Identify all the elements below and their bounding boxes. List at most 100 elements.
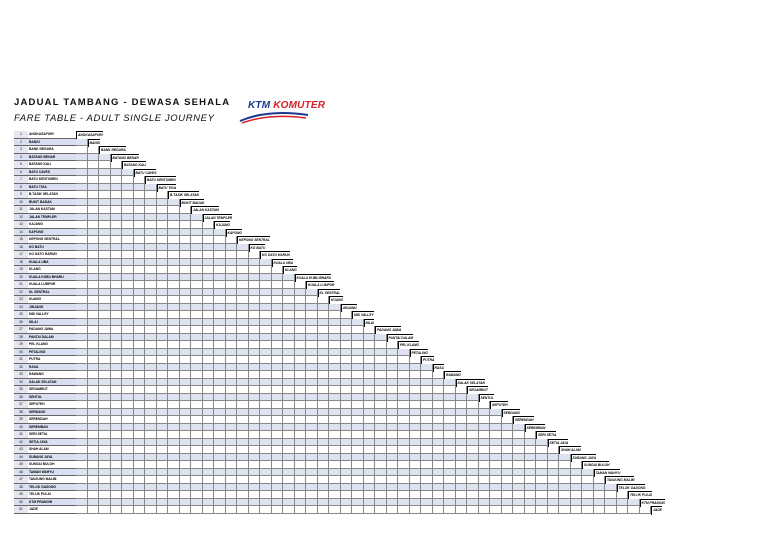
row-number: 47 [14, 476, 28, 484]
fare-cell [421, 416, 433, 424]
fare-cell [202, 461, 214, 469]
fare-cell [133, 191, 145, 199]
station-name: BATU TIGA [28, 183, 76, 191]
fare-cell [179, 476, 191, 484]
fare-cell [237, 491, 249, 499]
fare-cell [455, 423, 467, 431]
fare-cell [76, 243, 88, 251]
fare-cell [225, 491, 237, 499]
fare-cell [110, 348, 122, 356]
fare-cell [202, 386, 214, 394]
fare-cell [283, 438, 295, 446]
fare-cell [559, 453, 571, 461]
fare-cell [271, 341, 283, 349]
fare-cell [133, 281, 145, 289]
fare-cell [202, 453, 214, 461]
fare-cell [271, 371, 283, 379]
fare-cell [179, 491, 191, 499]
fare-cell [237, 431, 249, 439]
fare-cell [260, 506, 272, 514]
fare-cell [386, 483, 398, 491]
fare-cell [76, 138, 88, 146]
fare-cell [99, 281, 111, 289]
fare-cell [271, 483, 283, 491]
fare-cell [191, 213, 203, 221]
fare-cell [317, 453, 329, 461]
fare-cell [271, 288, 283, 296]
fare-cell [202, 236, 214, 244]
fare-cell [490, 446, 502, 454]
fare-cell [214, 243, 226, 251]
fare-cell [352, 363, 364, 371]
fare-cell [386, 468, 398, 476]
fare-cell [237, 438, 249, 446]
fare-cell [306, 378, 318, 386]
fare-cell [110, 183, 122, 191]
fare-cell [214, 318, 226, 326]
fare-cell [271, 468, 283, 476]
fare-cell [99, 401, 111, 409]
fare-cell [363, 461, 375, 469]
fare-cell [133, 393, 145, 401]
fare-cell [145, 356, 157, 364]
fare-cell [99, 341, 111, 349]
fare-cell [513, 483, 525, 491]
fare-cell [87, 506, 99, 514]
fare-cell [432, 423, 444, 431]
fare-cell [156, 333, 168, 341]
fare-cell [76, 198, 88, 206]
fare-cell [363, 333, 375, 341]
fare-cell [133, 453, 145, 461]
fare-cell [444, 468, 456, 476]
fare-cell [283, 281, 295, 289]
fare-cell [225, 243, 237, 251]
fare-cell [386, 363, 398, 371]
fare-cell [76, 311, 88, 319]
fare-cell [145, 273, 157, 281]
station-name: JINJANG [28, 303, 76, 311]
diagonal-station-label: B.TASIK SELATAN [168, 191, 199, 200]
fare-cell [99, 161, 111, 169]
fare-cell [283, 453, 295, 461]
fare-cell [294, 483, 306, 491]
row-number: 9 [14, 191, 28, 199]
fare-cell [352, 356, 364, 364]
station-name: TELOK GADONG [28, 483, 76, 491]
fare-cell [363, 431, 375, 439]
fare-cell [76, 378, 88, 386]
diagonal-station-label: SETIA JAYA [547, 438, 569, 447]
fare-cell [168, 446, 180, 454]
fare-cell [168, 491, 180, 499]
fare-cell [214, 266, 226, 274]
fare-cell [467, 438, 479, 446]
fare-cell [76, 476, 88, 484]
fare-cell [271, 506, 283, 514]
row-number: 16 [14, 243, 28, 251]
fare-cell [260, 453, 272, 461]
fare-cell [398, 386, 410, 394]
diagonal-station-label: SUBANG JAYA [570, 453, 597, 462]
fare-cell [398, 476, 410, 484]
diagonal-station-label: KG DATO HARUN [260, 251, 290, 260]
fare-cell [168, 348, 180, 356]
fare-cell [306, 401, 318, 409]
row-number: 21 [14, 281, 28, 289]
fare-cell [237, 393, 249, 401]
fare-cell [260, 303, 272, 311]
fare-cell [145, 228, 157, 236]
fare-cell [352, 401, 364, 409]
fare-cell [582, 506, 594, 514]
fare-cell [156, 206, 168, 214]
diagonal-station-label: BATANG BENAR [110, 153, 139, 162]
fare-cell [628, 506, 640, 514]
fare-cell [432, 431, 444, 439]
fare-cell [225, 378, 237, 386]
fare-cell [306, 348, 318, 356]
fare-cell [386, 393, 398, 401]
fare-cell [168, 416, 180, 424]
fare-cell [432, 446, 444, 454]
fare-cell [409, 356, 421, 364]
station-name: KG DATO HARUN [28, 251, 76, 259]
fare-cell [570, 498, 582, 506]
fare-cell [294, 363, 306, 371]
